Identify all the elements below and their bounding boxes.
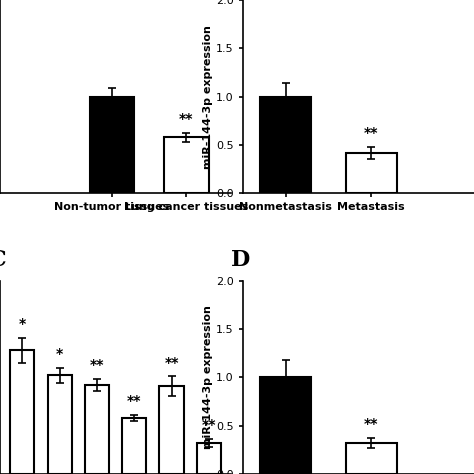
Bar (90, 97, 134, 193)
Text: **: ** (164, 356, 179, 370)
Y-axis label: miR-144-3p expression: miR-144-3p expression (203, 305, 213, 449)
Bar (260, 97, 311, 193)
Text: **: ** (364, 126, 378, 140)
Text: D: D (231, 249, 250, 271)
Text: *: * (56, 347, 64, 361)
Bar (159, 386, 183, 474)
Text: **: ** (179, 112, 194, 126)
Bar (346, 153, 397, 193)
Bar (260, 377, 311, 474)
Text: **: ** (364, 418, 378, 431)
Text: C: C (0, 249, 6, 271)
Bar (85, 385, 109, 474)
Bar (47, 375, 72, 474)
Bar (10, 350, 35, 474)
Text: **: ** (90, 358, 104, 373)
Text: **: ** (127, 394, 142, 408)
Bar (346, 443, 397, 474)
Bar (122, 418, 146, 474)
Text: **: ** (201, 419, 216, 432)
Bar (197, 443, 221, 474)
Y-axis label: miR-144-3p expression: miR-144-3p expression (203, 25, 213, 169)
Text: *: * (19, 317, 26, 331)
Bar (164, 137, 209, 193)
